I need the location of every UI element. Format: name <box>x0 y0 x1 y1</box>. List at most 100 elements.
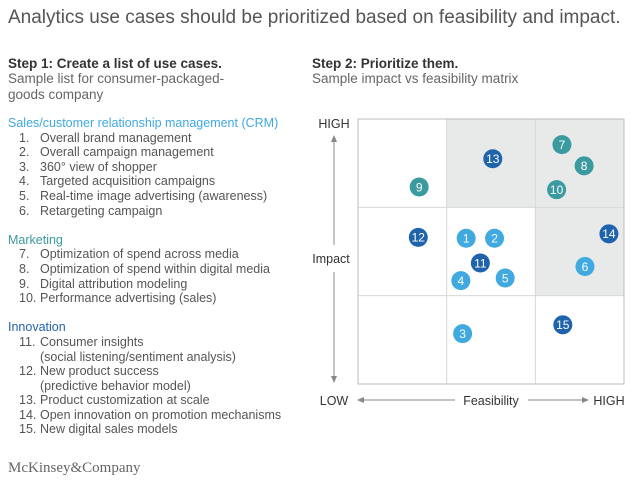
item-text: Overall brand management <box>40 130 192 145</box>
item-number: 15. <box>19 422 37 437</box>
data-point-marker <box>453 324 473 344</box>
data-point-marker <box>574 156 594 176</box>
data-point-label: 4 <box>458 274 465 288</box>
item-number: 6. <box>19 203 30 218</box>
use-case-item: 13. Product customization at scale <box>8 393 281 408</box>
step1-subtitle-line2: goods company <box>8 87 104 102</box>
item-text: Performance advertising (sales) <box>40 291 217 306</box>
arrow-down-icon <box>331 376 337 383</box>
category-heading: Innovation <box>8 320 66 335</box>
use-case-item: 5. Real-time image advertising (awareness… <box>8 189 281 204</box>
item-number: 7. <box>19 247 30 262</box>
y-axis-label: Impact <box>312 252 350 266</box>
item-number: 13. <box>19 393 37 408</box>
data-point-label: 5 <box>502 271 509 285</box>
use-case-item: 6. Retargeting campaign <box>8 204 281 219</box>
item-number: 5. <box>19 188 30 203</box>
data-point-marker <box>456 228 476 248</box>
data-point-label: 14 <box>602 227 616 241</box>
use-case-item: 7. Optimization of spend across media <box>8 247 281 262</box>
data-point-marker <box>575 257 595 277</box>
data-point-label: 11 <box>474 256 487 270</box>
use-case-item: 15. New digital sales models <box>8 422 281 437</box>
use-case-item: 14. Open innovation on promotion mechanis… <box>8 408 281 423</box>
data-point-label: 9 <box>416 180 423 194</box>
item-number: 11. <box>19 334 36 349</box>
step1-subtitle-line1: Sample list for consumer-packaged- <box>8 71 225 86</box>
item-text: Product customization at scale <box>40 393 210 408</box>
data-point-label: 15 <box>556 318 570 332</box>
data-point-label: 1 <box>463 232 470 246</box>
data-point-marker <box>485 228 505 248</box>
item-number: 3. <box>19 159 30 174</box>
matrix-border <box>357 118 625 385</box>
step2-heading: Step 2: Prioritize them. <box>312 56 459 71</box>
use-case-item: 10. Performance advertising (sales) <box>8 291 281 306</box>
step1-block: Step 1: Create a list of use cases. Samp… <box>8 56 224 103</box>
use-case-item: 12. New product success <box>8 364 281 379</box>
data-point-label: 6 <box>582 260 589 274</box>
item-text: Open innovation on promotion mechanisms <box>40 407 282 422</box>
data-point-marker <box>451 271 471 291</box>
item-text: Digital attribution modeling <box>40 276 188 291</box>
item-number: 9. <box>19 276 30 291</box>
use-case-item: 2. Overall campaign management <box>8 145 281 160</box>
data-point-marker <box>553 315 573 335</box>
item-number: 2. <box>19 145 30 160</box>
data-point-marker <box>495 268 515 288</box>
item-number: 10. <box>19 291 37 306</box>
item-text: Consumer insights <box>40 334 144 349</box>
item-text-continued: (social listening/sentiment analysis) <box>40 349 236 364</box>
category-heading: Marketing <box>8 232 63 247</box>
category-group: Innovation 11. Consumer insights (social li… <box>8 320 281 437</box>
page-title: Analytics use cases should be prioritize… <box>8 7 621 28</box>
step1-subtitle: Sample list for consumer-packaged-goods … <box>8 71 224 103</box>
item-number: 12. <box>19 364 37 379</box>
data-point-marker <box>483 149 503 169</box>
data-point-label: 8 <box>581 159 588 173</box>
item-text: New digital sales models <box>40 422 178 437</box>
data-point-marker <box>599 224 619 244</box>
mckinsey-logo: McKinsey&Company <box>8 460 141 476</box>
use-case-item: 1. Overall brand management <box>8 131 281 146</box>
step1-heading: Step 1: Create a list of use cases. <box>8 56 222 71</box>
arrow-up-icon <box>331 135 337 142</box>
arrow-left-icon <box>357 397 364 403</box>
category-heading: Sales/customer relationship management (… <box>8 116 279 130</box>
use-case-item: 3. 360° view of shopper <box>8 160 281 175</box>
category-group: Sales/customer relationship management (… <box>8 116 281 218</box>
use-case-item: 9. Digital attribution modeling <box>8 277 281 292</box>
step2-subtitle: Sample impact vs feasibility matrix <box>312 71 519 86</box>
use-case-list: Sales/customer relationship management (… <box>8 116 281 452</box>
data-point-marker <box>409 177 429 197</box>
x-high-label: HIGH <box>593 394 624 408</box>
use-case-item: 4. Targeted acquisition campaigns <box>8 174 281 189</box>
item-text: Retargeting campaign <box>40 203 163 218</box>
item-number: 8. <box>19 261 30 276</box>
item-text: Targeted acquisition campaigns <box>40 174 216 189</box>
item-text: 360° view of shopper <box>40 159 157 174</box>
data-point-label: 12 <box>412 231 426 245</box>
data-point-label: 10 <box>550 183 564 197</box>
item-text: Real-time image advertising (awareness) <box>40 188 268 203</box>
item-text: New product success <box>40 364 159 379</box>
use-case-item: 11. Consumer insights <box>8 335 281 350</box>
item-number: 4. <box>19 174 30 189</box>
x-axis-label: Feasibility <box>463 394 519 408</box>
y-high-label: HIGH <box>318 117 349 131</box>
data-point-marker <box>547 180 567 200</box>
data-point-label: 3 <box>459 327 466 341</box>
data-point-marker <box>470 253 490 273</box>
highlighted-cell <box>535 207 624 296</box>
arrow-right-icon <box>582 397 589 403</box>
use-case-item: 8. Optimization of spend within digital m… <box>8 262 281 277</box>
item-text: Optimization of spend across media <box>40 247 239 262</box>
data-point-label: 13 <box>486 152 500 166</box>
item-number: 1. <box>19 130 30 145</box>
x-low-label: LOW <box>320 394 349 408</box>
data-point-marker <box>408 227 428 247</box>
data-point-label: 2 <box>491 232 498 246</box>
step2-block: Step 2: Prioritize them. Sample impact v… <box>312 56 518 87</box>
category-group: Marketing 7. Optimization of spend across … <box>8 233 281 306</box>
